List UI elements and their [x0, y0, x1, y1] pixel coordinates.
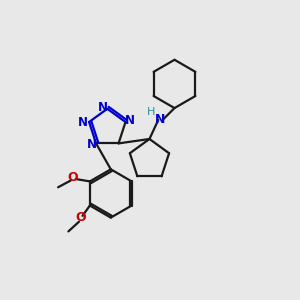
Text: N: N	[125, 114, 135, 127]
Text: O: O	[76, 212, 86, 224]
Text: N: N	[98, 101, 108, 114]
Text: H: H	[147, 107, 155, 118]
Text: N: N	[87, 138, 97, 152]
Text: O: O	[68, 171, 78, 184]
Text: N: N	[78, 116, 88, 128]
Text: N: N	[154, 113, 165, 126]
